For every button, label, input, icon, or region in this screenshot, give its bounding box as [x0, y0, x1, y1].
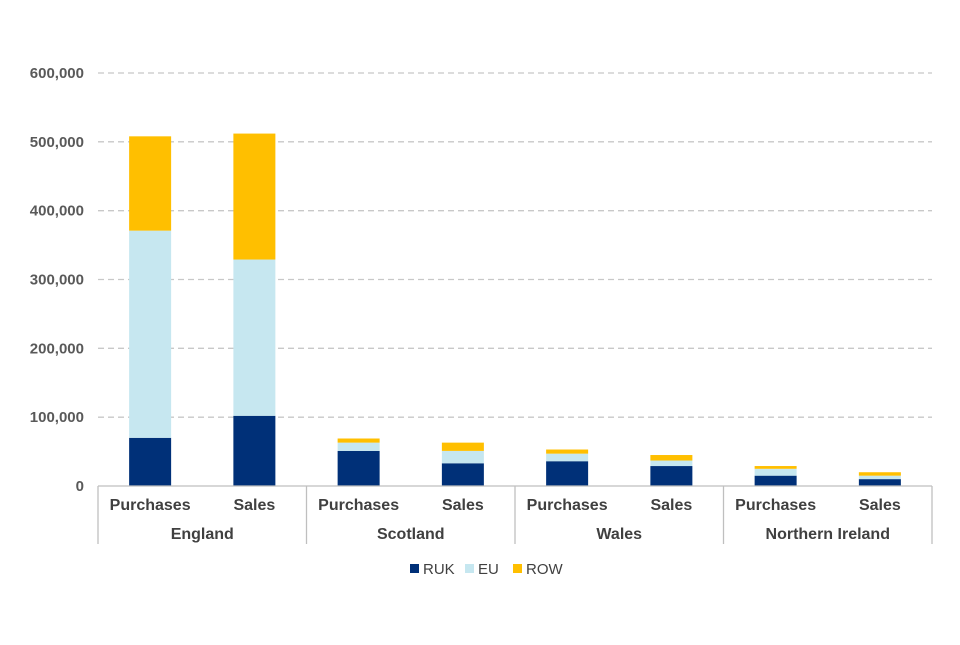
bar-eu-segment [546, 453, 589, 462]
x-group-label: Northern Ireland [766, 526, 890, 543]
legend-swatch-row [513, 564, 522, 573]
x-subcategory-label: Sales [442, 497, 484, 514]
bar-row-segment [337, 438, 380, 443]
y-tick-label: 300,000 [30, 272, 84, 289]
bars [129, 133, 901, 486]
x-subcategory-label: Sales [859, 497, 901, 514]
bar-row-segment [650, 455, 693, 461]
bar-ruk-segment [754, 475, 797, 486]
legend-swatch-eu [465, 564, 474, 573]
y-tick-label: 0 [76, 478, 84, 495]
x-subcategory-label: Purchases [735, 497, 816, 514]
x-subcategory-label: Purchases [110, 497, 191, 514]
bar-eu-segment [650, 460, 693, 467]
legend-label-row: ROW [526, 561, 564, 578]
x-group-label: Scotland [377, 526, 445, 543]
x-group-label: England [171, 526, 234, 543]
bar-row-segment [858, 472, 901, 476]
x-group-label: Wales [596, 526, 642, 543]
bar-ruk-segment [858, 479, 901, 486]
bar-eu-segment [754, 468, 797, 476]
bar-row-segment [441, 442, 484, 451]
gridlines [98, 72, 932, 418]
bar-eu-segment [858, 475, 901, 480]
bar-eu-segment [337, 442, 380, 451]
x-subcategory-label: Purchases [527, 497, 608, 514]
bar-ruk-segment [337, 450, 380, 486]
legend-swatch-ruk [410, 564, 419, 573]
bar-ruk-segment [441, 463, 484, 486]
x-subcategory-label: Sales [650, 497, 692, 514]
x-subcategory-label: Purchases [318, 497, 399, 514]
bar-ruk-segment [546, 461, 589, 486]
bar-eu-segment [233, 259, 276, 416]
bar-row-segment [129, 136, 172, 231]
legend-label-eu: EU [478, 561, 499, 578]
y-tick-label: 100,000 [30, 409, 84, 426]
y-tick-label: 500,000 [30, 134, 84, 151]
y-tick-label: 400,000 [30, 203, 84, 220]
bar-eu-segment [129, 230, 172, 438]
axes: 0 100,000 200,000 300,000 400,000 500,000 600,… [30, 65, 933, 544]
legend-label-ruk: RUK [423, 561, 455, 578]
bar-ruk-segment [233, 415, 276, 486]
bar-row-segment [546, 449, 589, 454]
y-tick-label: 200,000 [30, 340, 84, 357]
bar-row-segment [754, 466, 797, 469]
bar-row-segment [233, 133, 276, 260]
y-tick-label: 600,000 [30, 65, 84, 82]
bar-ruk-segment [129, 437, 172, 486]
bar-eu-segment [441, 450, 484, 464]
legend: RUK EU ROW [410, 561, 564, 578]
x-subcategory-label: Sales [233, 497, 275, 514]
bar-ruk-segment [650, 466, 693, 486]
